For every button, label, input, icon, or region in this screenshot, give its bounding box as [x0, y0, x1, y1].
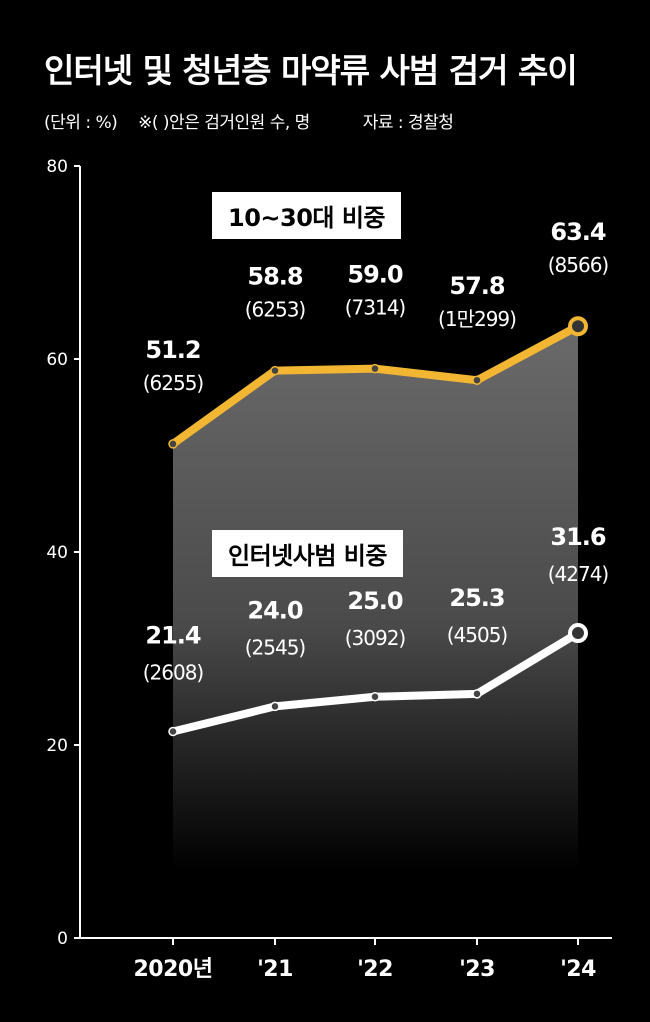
- chart-subtitle: (단위 : %) ※( )안은 검거인원 수, 명 자료 : 경찰청: [44, 108, 454, 133]
- value-label: 51.2: [145, 336, 200, 364]
- count-label: (2608): [143, 660, 204, 684]
- y-tick-label: 40: [46, 543, 68, 563]
- x-tick-label: '22: [357, 957, 393, 982]
- legend-series-2: 인터넷사범 비중: [212, 530, 403, 577]
- count-label: (8566): [548, 253, 609, 277]
- data-point-2-1: [168, 726, 178, 737]
- y-tick-label: 20: [46, 736, 68, 756]
- count-label: (1만299): [438, 307, 516, 331]
- x-tick-label: '23: [459, 957, 495, 982]
- value-label: 31.6: [550, 523, 606, 551]
- count-label: (2545): [245, 635, 306, 659]
- unit-note: (단위 : %): [44, 113, 118, 133]
- data-point-1-2: [270, 365, 280, 376]
- value-label: 59.0: [347, 261, 403, 289]
- data-point-2-2: [270, 701, 280, 712]
- x-tick-label: '24: [560, 957, 596, 982]
- count-label: (4505): [447, 623, 508, 647]
- legend-series-1: 10~30대 비중: [212, 192, 402, 239]
- value-label: 24.0: [247, 596, 303, 624]
- x-tick-label: '21: [257, 957, 293, 982]
- value-label: 21.4: [145, 621, 201, 649]
- value-label: 58.8: [247, 263, 303, 291]
- count-label: (4274): [548, 562, 609, 586]
- count-label: (6253): [245, 298, 306, 322]
- data-point-1-4: [472, 375, 482, 385]
- count-label: (3092): [345, 626, 406, 650]
- value-label: 25.0: [347, 587, 403, 615]
- count-label: (7314): [345, 296, 406, 320]
- count-label: (6255): [143, 371, 204, 395]
- data-point-1-1: [168, 439, 178, 449]
- value-label: 25.3: [449, 584, 504, 612]
- y-tick-label: 0: [57, 929, 68, 949]
- y-tick-label: 60: [46, 350, 68, 370]
- chart-title: 인터넷 및 청년층 마약류 사범 검거 추이: [44, 51, 578, 90]
- data-point-2-3: [370, 692, 380, 702]
- source-note: 자료 : 경찰청: [362, 113, 454, 133]
- data-point-2-4: [472, 689, 482, 699]
- x-tick-label: 2020년: [134, 957, 213, 982]
- y-tick-label: 80: [46, 157, 68, 177]
- data-point-1-3: [370, 363, 380, 374]
- value-label: 57.8: [449, 272, 505, 300]
- value-label: 63.4: [550, 218, 606, 246]
- data-point-1-5: [568, 316, 588, 337]
- count-note: ※( )안은 검거인원 수, 명: [138, 113, 310, 133]
- data-point-2-5: [568, 623, 588, 644]
- area-fill: [173, 326, 578, 870]
